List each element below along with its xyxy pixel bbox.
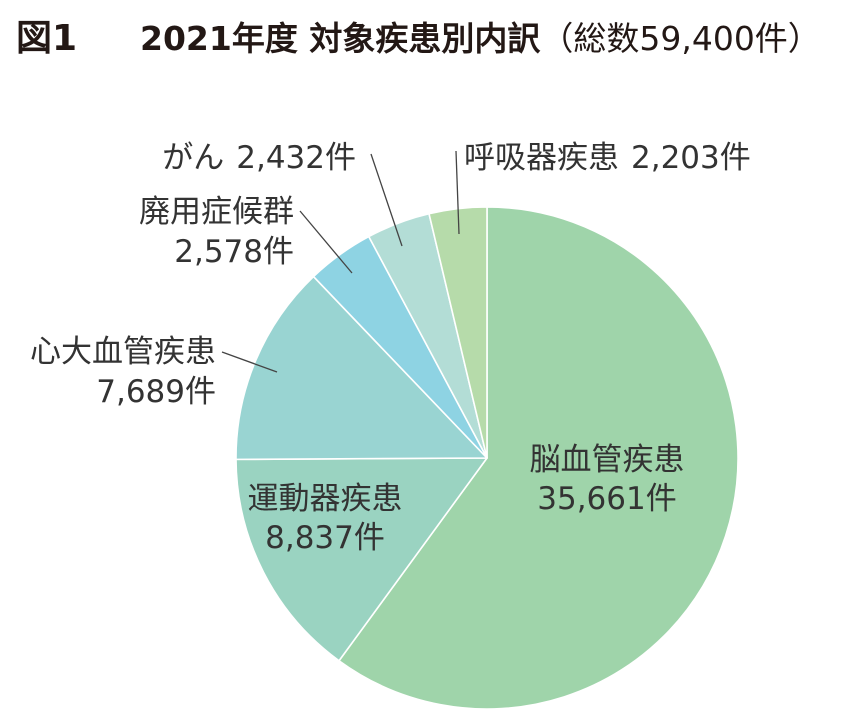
slice-value-6: 2,203件 [631,140,751,176]
leader-line-6 [455,150,460,235]
slice-value-2: 8,837件 [265,520,385,556]
leader-lines [221,150,460,373]
figure-label: 図1 [16,18,77,59]
slice-name-6: 呼吸器疾患 [464,140,619,176]
leader-line-3 [221,351,278,373]
slice-value-4: 2,578件 [174,234,294,270]
slice-value-1: 35,661件 [537,481,676,517]
chart-heading: 2021年度 対象疾患別内訳（総数59,400件） [140,19,821,58]
slice-label-6: 呼吸器疾患 2,203件 [464,140,751,176]
leader-line-4 [299,210,353,274]
slice-name-2: 運動器疾患 [248,481,403,517]
pie-slice-3 [235,275,488,461]
slice-name-1: 脳血管疾患 [530,442,685,478]
slice-value-5: 2,432件 [236,140,356,176]
chart-title: 2021年度 対象疾患別内訳 [140,19,541,58]
slice-label-5: がん 2,432件 [162,140,356,176]
leader-line-5 [370,153,403,247]
pie-slice-2 [235,457,488,662]
pie-chart [235,206,739,710]
slice-name-4: 廃用症候群 [139,194,294,230]
pie-slice-1 [338,206,739,710]
slice-name-3: 心大血管疾患 [30,334,216,370]
slice-name-5: がん [162,140,224,176]
slice-value-3: 7,689件 [96,374,216,410]
chart-subtitle: （総数59,400件） [540,19,820,58]
